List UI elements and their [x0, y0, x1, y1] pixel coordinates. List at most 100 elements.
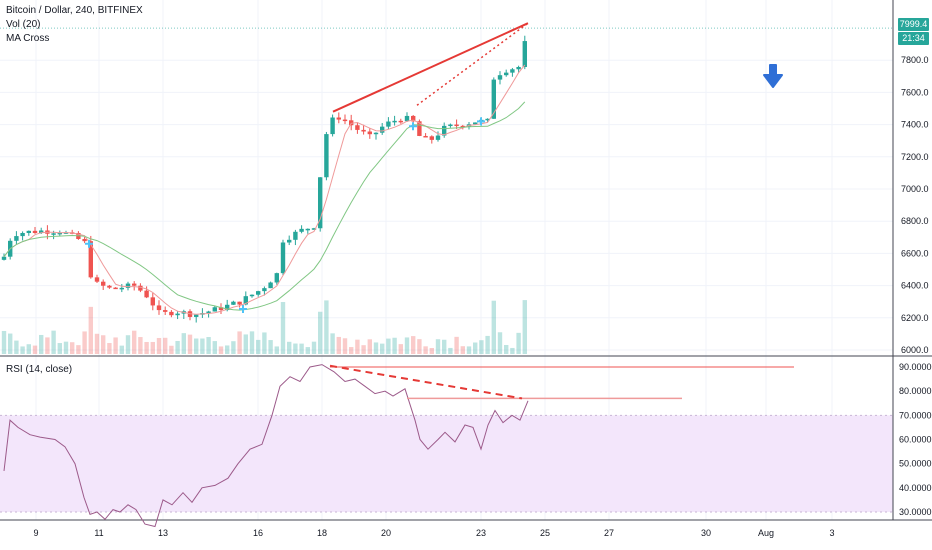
volume-bar: [218, 346, 224, 354]
rsi-divergence-line: [329, 364, 523, 400]
ma-cross-marker: [85, 239, 93, 248]
candle-body: [63, 232, 69, 234]
candle-body: [398, 120, 403, 123]
arrow-down-icon: [761, 63, 785, 89]
volume-bar: [466, 346, 472, 354]
candle-body: [510, 69, 515, 73]
candle-body: [1, 256, 7, 260]
rsi-tick-label: 40.0000: [899, 483, 932, 493]
volume-bar: [380, 343, 385, 354]
candle-body: [132, 283, 137, 286]
last-price-badge: 7999.4: [898, 18, 929, 31]
candle-body: [423, 135, 428, 138]
volume-bar: [367, 339, 372, 354]
candle-body: [169, 311, 174, 316]
volume-bar: [243, 334, 248, 354]
main-legend: Bitcoin / Dollar, 240, BITFINEX Vol (20)…: [6, 4, 143, 46]
candle-body: [268, 282, 273, 289]
candle-body: [336, 117, 341, 120]
symbol-label[interactable]: Bitcoin / Dollar, 240, BITFINEX: [6, 5, 143, 16]
volume-bar: [287, 341, 292, 354]
ma-slow-line: [3, 101, 526, 311]
candle-body: [243, 296, 248, 305]
volume-bar: [175, 340, 180, 354]
price-tick-label: 7800.0: [901, 55, 929, 65]
candle-body: [367, 131, 372, 135]
volume-bar: [26, 344, 31, 354]
volume-bar: [473, 342, 478, 354]
candle-body: [485, 118, 490, 121]
rsi-tick-label: 60.0000: [899, 435, 932, 445]
candle-body: [256, 291, 261, 295]
candle-body: [32, 230, 38, 234]
volume-bar: [404, 337, 410, 354]
candle-body: [206, 311, 211, 314]
volume-bar: [411, 336, 416, 354]
price-tick-label: 6400.0: [901, 281, 929, 291]
ma-cross-indicator-label[interactable]: MA Cross: [6, 33, 50, 44]
price-tick-label: 7600.0: [901, 87, 929, 97]
volume-bar: [373, 342, 379, 354]
candle-body: [442, 125, 447, 136]
candle-body: [20, 232, 25, 237]
volume-indicator-label[interactable]: Vol (20): [6, 19, 41, 30]
volume-bar: [497, 332, 503, 354]
candle-body: [175, 313, 180, 316]
candle-body: [392, 120, 397, 123]
rsi-indicator-label[interactable]: RSI (14, close): [6, 364, 73, 375]
candle-body: [119, 287, 124, 290]
candle-body: [14, 236, 19, 241]
volume-bar: [479, 340, 484, 354]
candle-body: [293, 231, 298, 240]
volume-bar: [361, 345, 366, 354]
candle-body: [460, 125, 465, 128]
time-tick-label: 30: [701, 528, 711, 538]
volume-bar: [516, 332, 521, 354]
candle-body: [51, 233, 56, 235]
candle-body: [163, 310, 168, 312]
candle-body: [144, 290, 149, 298]
candle-body: [311, 228, 317, 230]
candle-body: [404, 115, 410, 122]
volume-bar: [107, 343, 112, 354]
volume-bar: [200, 338, 205, 354]
volume-bar: [448, 347, 453, 354]
candle-body: [491, 79, 496, 119]
volume-bar: [386, 338, 391, 354]
volume-bar: [460, 346, 465, 354]
volume-bar: [132, 330, 137, 354]
candle-body: [138, 285, 143, 291]
volume-bar: [274, 346, 279, 354]
volume-bar: [57, 343, 62, 354]
price-tick-label: 7000.0: [901, 184, 929, 194]
candle-body: [473, 122, 478, 125]
candle-body: [280, 242, 286, 274]
candle-body: [113, 287, 118, 290]
rsi-tick-label: 90.0000: [899, 362, 932, 372]
candle-body: [249, 294, 255, 297]
volume-bar: [125, 335, 131, 354]
volume-bar: [88, 306, 93, 354]
ma-fast-line: [3, 64, 526, 315]
volume-bar: [336, 336, 341, 354]
ma-cross-marker: [409, 122, 417, 131]
candle-body: [429, 136, 434, 140]
volume-bar: [150, 341, 155, 354]
candle-body: [380, 126, 385, 133]
candle-body: [373, 132, 379, 135]
candle-body: [516, 66, 521, 70]
volume-bar: [423, 346, 428, 354]
volume-bar: [1, 330, 7, 354]
price-tick-label: 7400.0: [901, 120, 929, 130]
volume-bar: [293, 343, 298, 354]
volume-bar: [311, 341, 317, 354]
volume-bar: [113, 337, 118, 354]
volume-bar: [485, 335, 490, 354]
volume-bar: [256, 339, 261, 354]
candle-body: [125, 283, 131, 288]
rsi-line: [3, 364, 529, 528]
candle-body: [57, 232, 62, 235]
rsi-legend: RSI (14, close): [6, 363, 72, 377]
candle-body: [330, 117, 335, 135]
